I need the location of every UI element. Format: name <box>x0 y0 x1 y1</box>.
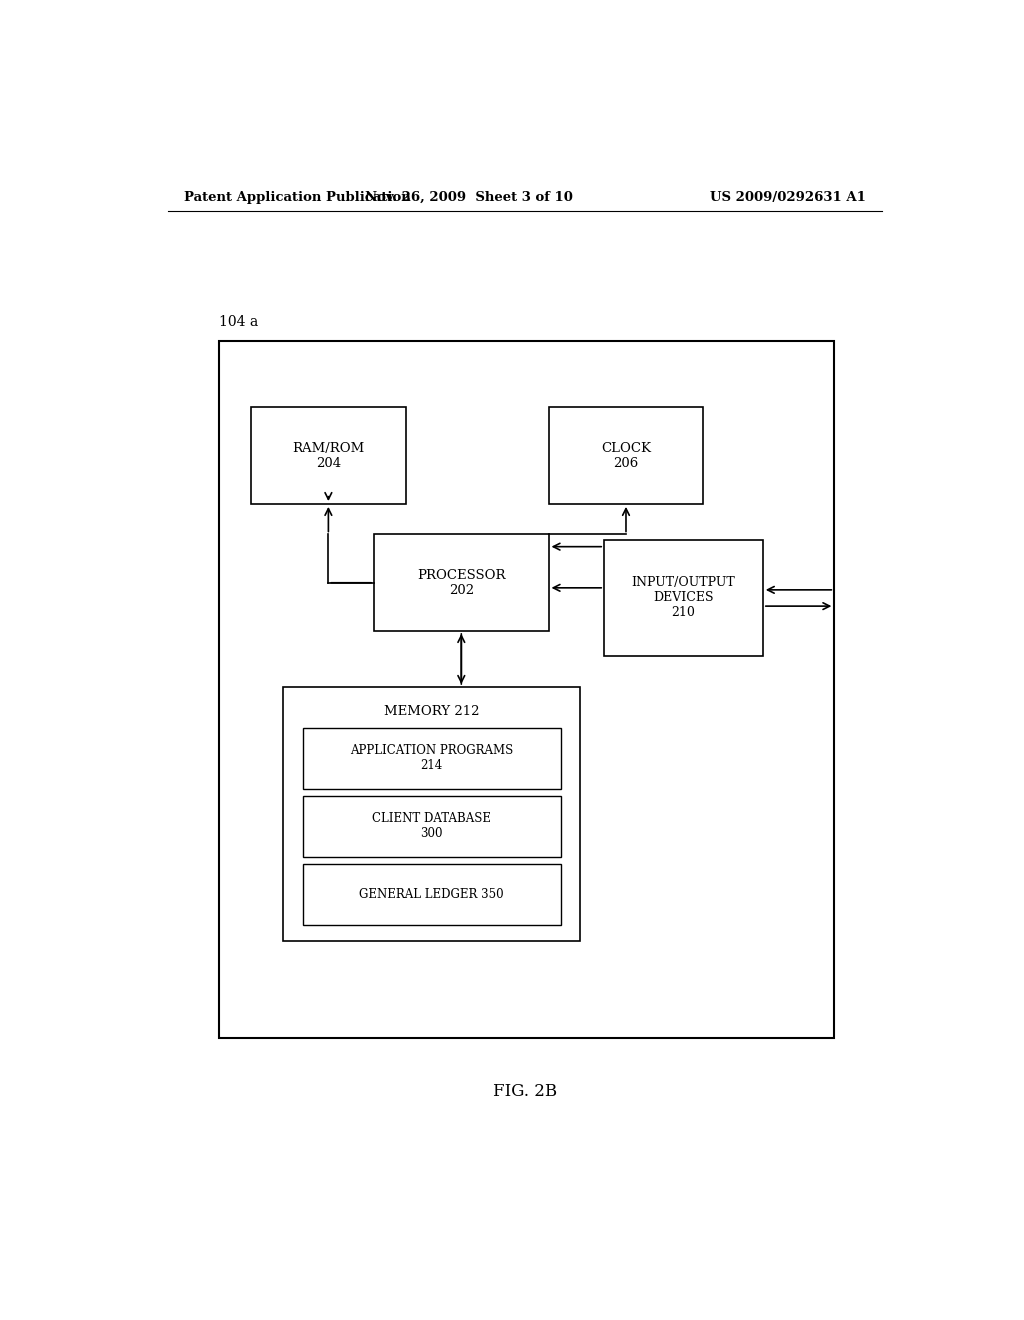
Bar <box>251 408 406 504</box>
Text: RAM/ROM
204: RAM/ROM 204 <box>292 442 365 470</box>
Bar <box>604 540 763 656</box>
Text: GENERAL LEDGER 350: GENERAL LEDGER 350 <box>359 888 504 900</box>
Bar <box>549 408 703 504</box>
Bar <box>374 535 549 631</box>
Bar <box>303 727 560 788</box>
Text: INPUT/OUTPUT
DEVICES
210: INPUT/OUTPUT DEVICES 210 <box>632 577 735 619</box>
Bar <box>303 796 560 857</box>
Bar <box>283 686 581 941</box>
Text: PROCESSOR
202: PROCESSOR 202 <box>417 569 506 597</box>
Text: 104 a: 104 a <box>219 315 258 329</box>
Text: FIG. 2B: FIG. 2B <box>493 1082 557 1100</box>
Text: CLOCK
206: CLOCK 206 <box>601 442 651 470</box>
Text: MEMORY 212: MEMORY 212 <box>384 705 479 718</box>
Bar <box>219 342 835 1038</box>
Text: APPLICATION PROGRAMS
214: APPLICATION PROGRAMS 214 <box>350 744 513 772</box>
Text: US 2009/0292631 A1: US 2009/0292631 A1 <box>711 190 866 203</box>
Text: Nov. 26, 2009  Sheet 3 of 10: Nov. 26, 2009 Sheet 3 of 10 <box>366 190 573 203</box>
Bar <box>303 863 560 925</box>
Text: CLIENT DATABASE
300: CLIENT DATABASE 300 <box>372 812 492 840</box>
Text: Patent Application Publication: Patent Application Publication <box>183 190 411 203</box>
